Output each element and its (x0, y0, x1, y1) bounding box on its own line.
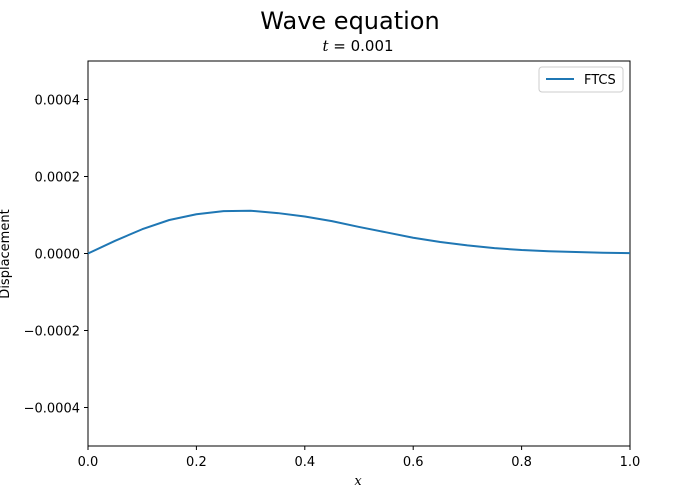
y-tick-label: 0.0002 (35, 171, 81, 186)
subtitle-variable: t (322, 37, 329, 55)
y-tick-label: −0.0002 (24, 325, 80, 340)
plot-area (87, 60, 631, 447)
y-tick-label: −0.0004 (24, 402, 80, 417)
x-tick-label: 0.2 (186, 455, 207, 470)
legend-box (538, 66, 624, 93)
chart-subtitle: t = 0.001 (322, 37, 393, 55)
subtitle-value: 0.001 (351, 37, 394, 55)
y-tick-label: 0.0004 (35, 94, 81, 109)
legend-label: FTCS (584, 73, 616, 88)
y-tick-label: 0.0000 (35, 248, 81, 263)
subtitle-equals: = (328, 37, 350, 55)
chart-title: Wave equation (260, 7, 439, 35)
x-tick-label: 1.0 (620, 455, 641, 470)
x-tick-label: 0.0 (78, 455, 99, 470)
x-tick-label: 0.4 (294, 455, 315, 470)
x-tick-label: 0.8 (511, 455, 532, 470)
x-tick-label: 0.6 (403, 455, 424, 470)
y-axis-label: Displacement (0, 209, 13, 298)
series-line (87, 209, 631, 255)
x-axis: 0.0 0.2 0.4 0.6 0.8 1.0 (78, 446, 641, 470)
x-axis-label: x (354, 474, 362, 489)
legend: FTCS (538, 66, 624, 93)
y-axis: −0.0004 −0.0002 0.0000 0.0002 0.0004 (24, 94, 88, 417)
series-layer (87, 209, 631, 255)
